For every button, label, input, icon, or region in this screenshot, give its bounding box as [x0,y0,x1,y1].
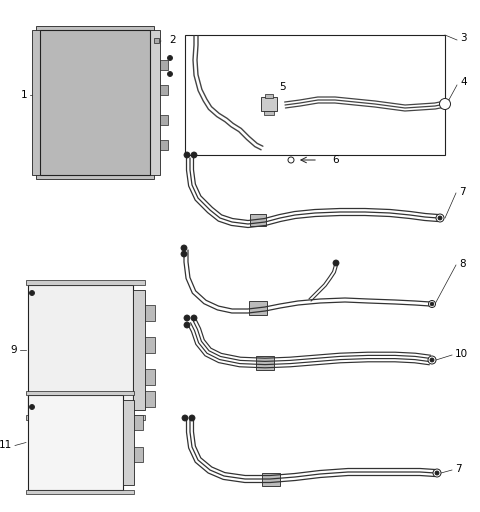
Circle shape [436,214,444,222]
Circle shape [181,251,187,257]
Bar [28,395,123,490]
Bar [133,290,145,410]
Circle shape [428,356,436,364]
Circle shape [184,315,190,321]
Circle shape [440,98,451,110]
Text: 4: 4 [460,77,467,87]
Bar [264,111,274,115]
Circle shape [189,415,195,421]
Bar [145,305,155,321]
Bar [123,400,134,485]
Bar [261,97,277,111]
Circle shape [441,100,449,108]
Text: 7: 7 [455,464,462,474]
Bar [250,214,266,226]
Bar [36,171,154,179]
Circle shape [288,157,294,163]
Text: 7: 7 [459,187,466,197]
Text: 9: 9 [11,345,17,355]
Bar [160,85,168,95]
Bar [134,447,143,462]
Text: 2: 2 [169,35,176,45]
Circle shape [433,469,441,477]
Circle shape [430,302,434,306]
Bar [26,415,145,420]
Circle shape [168,55,172,60]
Text: 6: 6 [332,155,338,165]
Circle shape [184,152,190,158]
Circle shape [181,245,187,251]
Bar [40,30,150,175]
Circle shape [191,152,197,158]
Bar [160,60,168,70]
Bar [150,30,160,175]
Bar [26,490,134,494]
Bar [32,30,40,175]
Text: 11: 11 [0,440,12,451]
Bar [26,280,145,285]
Text: 8: 8 [459,259,466,269]
Circle shape [191,315,197,321]
Bar [160,140,168,150]
Circle shape [168,72,172,76]
Bar [145,337,155,353]
Circle shape [29,404,35,410]
Circle shape [333,260,339,266]
Bar [36,26,154,34]
Bar [26,391,134,395]
Bar [145,369,155,385]
Text: 10: 10 [455,349,468,359]
Bar [262,473,280,486]
Bar [134,415,143,430]
Circle shape [29,290,35,295]
Circle shape [430,358,434,362]
Bar [145,391,155,407]
Circle shape [429,301,435,308]
Bar [160,115,168,125]
Bar [256,356,274,370]
Circle shape [184,322,190,328]
Bar [185,35,445,155]
Circle shape [182,415,188,421]
Circle shape [438,216,442,220]
Text: 1: 1 [20,90,27,100]
Circle shape [435,471,439,475]
Text: 5: 5 [279,82,286,92]
Bar [249,301,267,315]
Bar [28,285,133,415]
Bar [154,38,159,43]
Text: 3: 3 [460,33,467,43]
Bar [265,94,273,98]
